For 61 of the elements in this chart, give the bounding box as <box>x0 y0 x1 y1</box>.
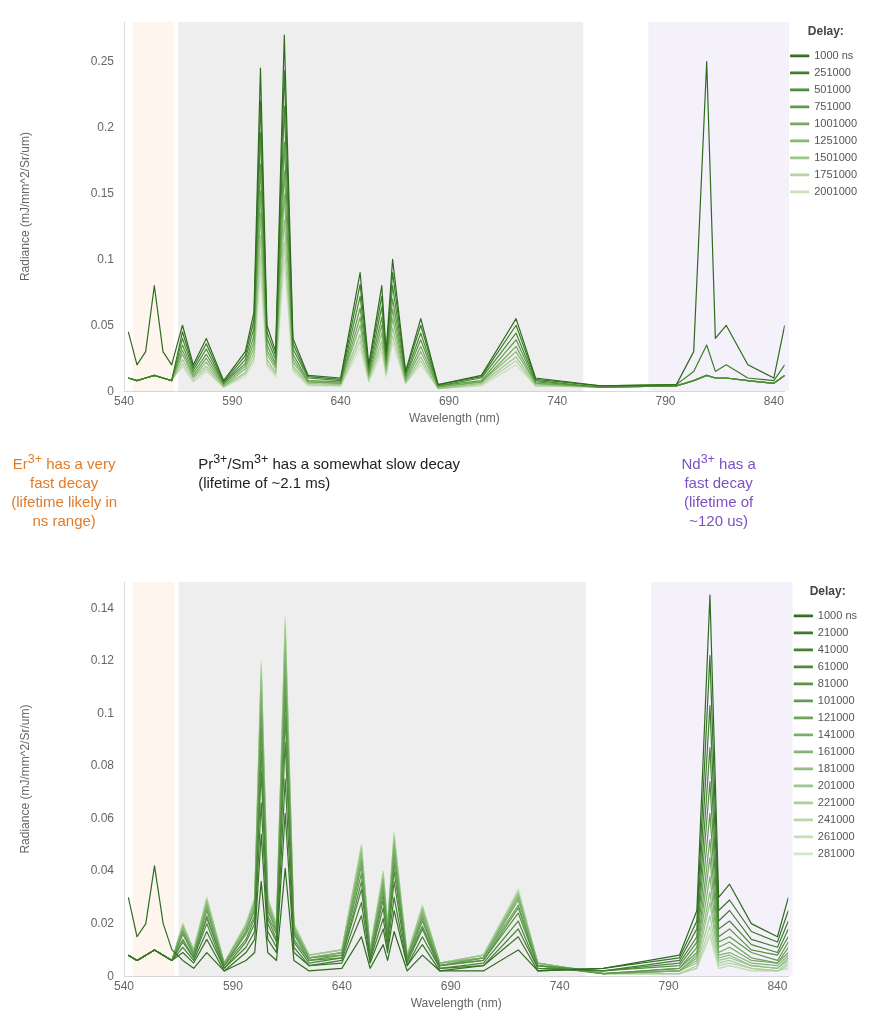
legend-label: 61000 <box>817 659 849 672</box>
legend-label: 1251000 <box>814 133 857 146</box>
x-tick-label: 790 <box>658 978 679 993</box>
y-tick-label: 0 <box>107 383 115 398</box>
legend-label: 141000 <box>817 727 855 740</box>
x-tick-label: 690 <box>438 393 460 408</box>
legend-title: Delay: <box>809 584 846 599</box>
x-tick-label: 640 <box>331 978 353 993</box>
x-tick-label: 690 <box>440 978 462 993</box>
y-tick-label: 0.05 <box>90 317 115 332</box>
text: Pr$^{3+}$/Sm$^{3+}$ has a somewhat slow decay (lifetime of ~2.1 ms) <box>198 451 462 492</box>
legend-label: 1000 ns <box>814 48 854 61</box>
x-tick-label: 740 <box>549 978 570 993</box>
legend-label: 181000 <box>817 761 855 774</box>
legend-label: 161000 <box>817 744 855 757</box>
y-tick-label: 0.2 <box>97 119 115 134</box>
legend-label: 241000 <box>817 812 855 825</box>
y-tick-label: 0.1 <box>97 251 115 266</box>
y-tick-label: 0.15 <box>90 185 115 200</box>
legend-label: 1751000 <box>814 167 857 180</box>
y-tick-label: 0.06 <box>90 810 115 825</box>
x-axis-title: Wavelength (nm) <box>410 996 502 1011</box>
legend-label: 41000 <box>817 642 849 655</box>
legend-label: 21000 <box>817 625 849 638</box>
y-tick-label: 0 <box>107 968 115 983</box>
text: Er$^{3+}$ has a very fast decay (lifetime likely in ns range) <box>10 451 119 530</box>
legend-label: 251000 <box>814 65 851 78</box>
legend-label: 1000 ns <box>817 608 858 621</box>
x-tick-label: 840 <box>767 978 788 993</box>
legend-label: 281000 <box>817 846 855 859</box>
x-tick-label: 840 <box>763 393 785 408</box>
y-axis-title: Radiance (mJ/mm^2/Sr/um) <box>17 132 32 282</box>
x-tick-label: 590 <box>222 393 243 408</box>
y-tick-label: 0.12 <box>90 653 115 668</box>
y-tick-label: 0.02 <box>90 915 115 930</box>
legend-label: 2001000 <box>814 184 857 197</box>
legend-label: 1501000 <box>814 150 857 163</box>
y-tick-label: 0.04 <box>90 863 115 878</box>
y-tick-label: 0.25 <box>90 53 115 68</box>
legend-label: 261000 <box>817 829 855 842</box>
x-axis-title: Wavelength (nm) <box>408 411 500 426</box>
legend-label: 101000 <box>817 693 855 706</box>
y-axis-title: Radiance (mJ/mm^2/Sr/um) <box>17 704 32 854</box>
x-tick-label: 540 <box>113 393 135 408</box>
x-tick-label: 590 <box>222 978 244 993</box>
y-tick-label: 0.1 <box>97 705 115 720</box>
x-tick-label: 640 <box>330 393 351 408</box>
legend-label: 1001000 <box>814 116 857 129</box>
legend-label: 501000 <box>814 82 851 95</box>
legend-label: 221000 <box>817 795 855 808</box>
legend-label: 81000 <box>817 676 849 689</box>
y-tick-label: 0.14 <box>90 600 115 615</box>
legend-label: 201000 <box>817 778 855 791</box>
text: Nd$^{3+}$ has a fast decay (lifetime of ~120 us) <box>680 451 757 530</box>
x-tick-label: 540 <box>113 978 135 993</box>
y-tick-label: 0.08 <box>90 758 115 773</box>
legend-title: Delay: <box>807 24 844 39</box>
legend-label: 751000 <box>814 99 851 112</box>
x-tick-label: 740 <box>547 393 568 408</box>
legend-label: 121000 <box>817 710 855 723</box>
x-tick-label: 790 <box>655 393 676 408</box>
